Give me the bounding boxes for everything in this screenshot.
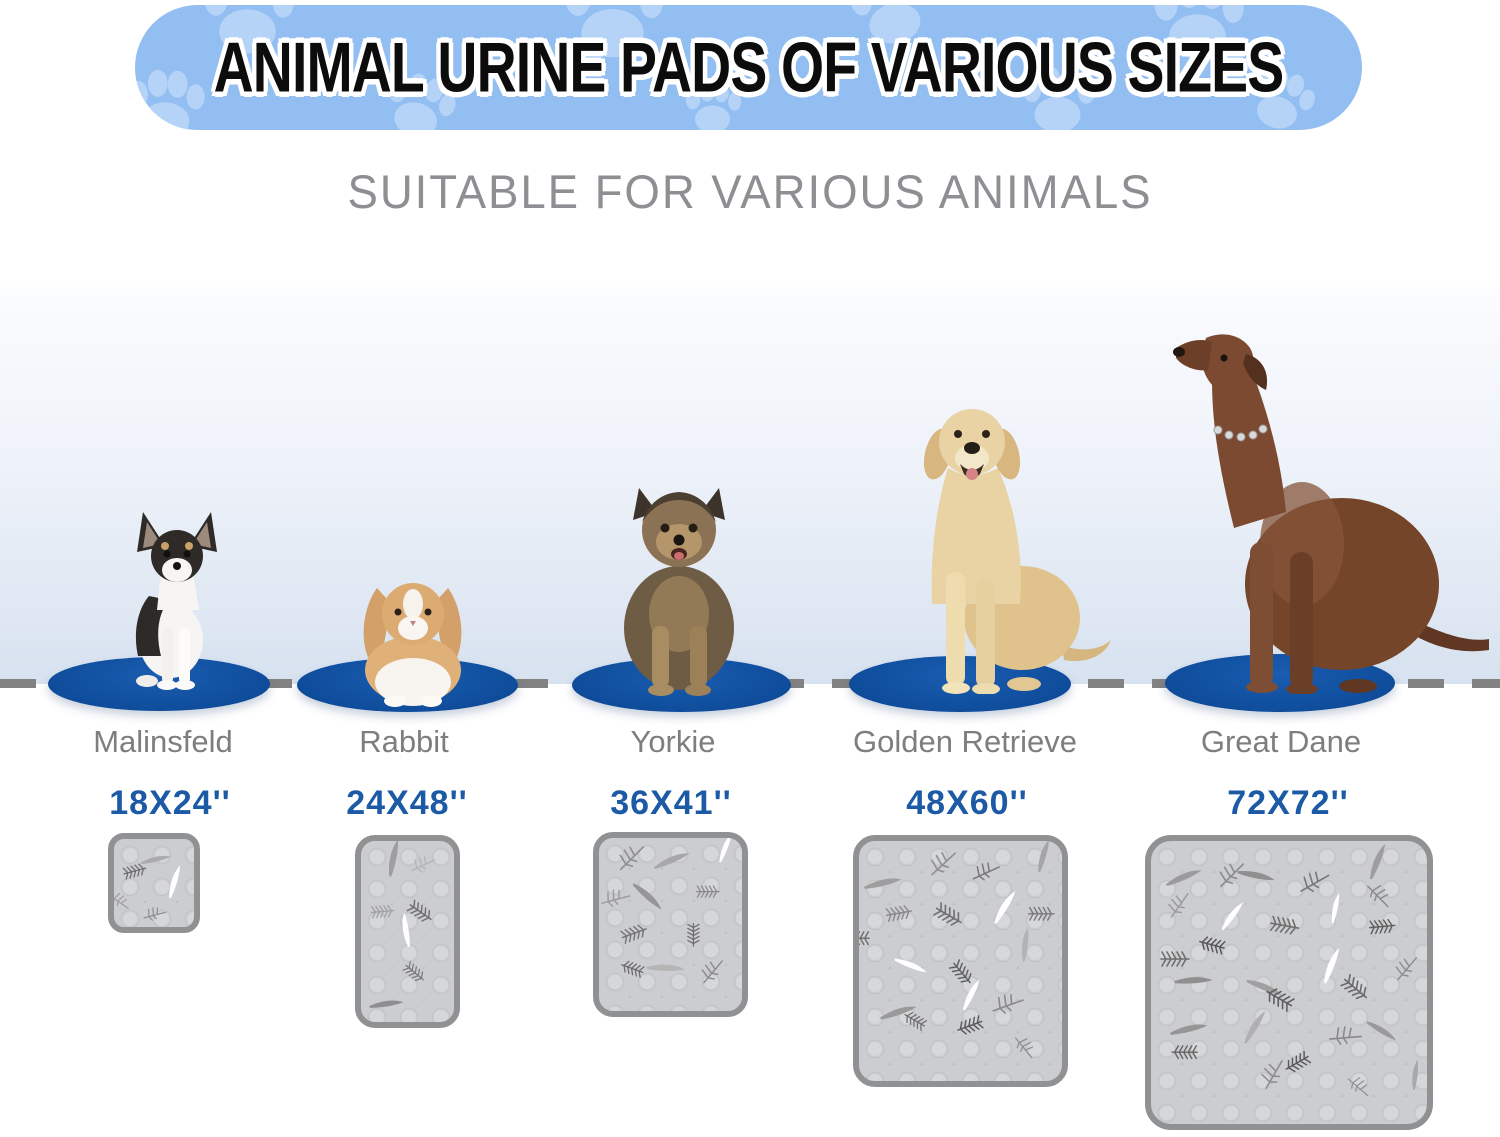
animal-name-great-dane: Great Dane	[1200, 724, 1362, 759]
animal-name-rabbit: Rabbit	[359, 724, 449, 759]
pad-motifs	[1160, 843, 1427, 1100]
pad-image-24x48	[355, 835, 460, 1028]
yorkie-photo	[624, 488, 734, 696]
chihuahua-photo	[135, 512, 217, 690]
page-title: ANIMAL URINE PADS OF VARIOUS SIZES	[213, 28, 1285, 107]
page-subtitle: SUITABLE FOR VARIOUS ANIMALS	[347, 165, 1153, 218]
pad-image-48x60	[853, 835, 1068, 1087]
animal-name-yorkie: Yorkie	[630, 724, 716, 759]
pad-image-36x41	[593, 832, 748, 1017]
pad-size-72x72: 72X72''	[1227, 784, 1349, 822]
pad-motifs	[859, 841, 1062, 1060]
pad-image-18x24	[108, 833, 200, 933]
rabbit-photo	[363, 583, 462, 707]
banner: ANIMAL URINE PADS OF VARIOUS SIZES	[135, 5, 1362, 130]
pad-size-24x48: 24X48''	[346, 784, 468, 822]
pad-motifs	[368, 841, 436, 1021]
animal-name-golden-retrieve: Golden Retrieve	[852, 724, 1077, 759]
pad-image-72x72	[1145, 835, 1433, 1130]
great-dane-photo	[1173, 334, 1489, 694]
animal-name-malinsfeld: Malinsfeld	[93, 724, 233, 759]
pad-motifs	[114, 846, 193, 925]
pad-size-48x60: 48X60''	[906, 784, 1028, 822]
pad-motifs	[601, 838, 742, 988]
chain-collar	[1213, 424, 1268, 442]
golden-retriever-photo	[923, 409, 1111, 694]
pad-size-36x41: 36X41''	[610, 784, 732, 822]
pad-size-18x24: 18X24''	[109, 784, 231, 822]
